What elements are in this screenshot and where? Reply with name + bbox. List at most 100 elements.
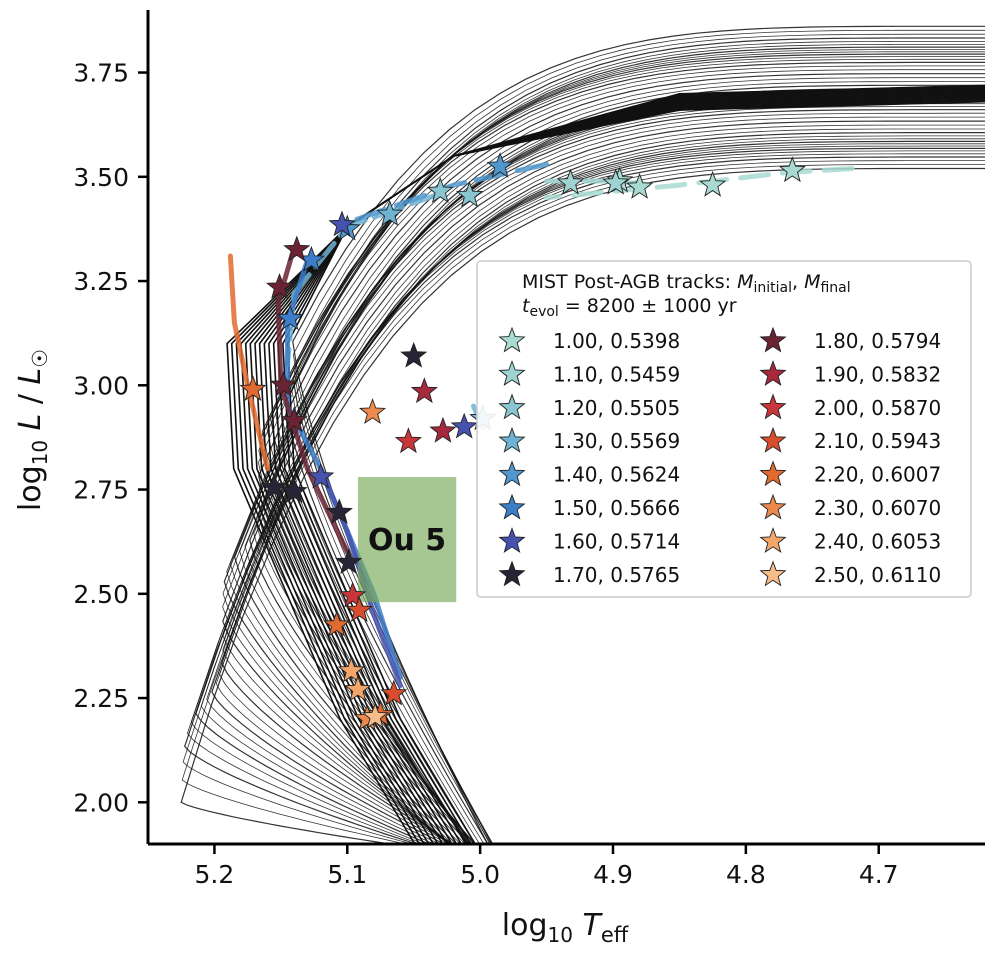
x-tick-label: 4.8 [726,860,766,889]
star-point-series-8 [280,477,308,504]
track-curve [222,128,985,844]
star-point-series-9 [269,371,298,397]
legend: MIST Post-AGB tracks: Minitial, Mfinal t… [476,260,972,598]
colored-track-segment [227,253,271,472]
star-point-series-7 [450,412,478,439]
track-bundle-curve [268,95,985,844]
legend-title-line1: MIST Post-AGB tracks: Minitial, Mfinal [522,271,851,296]
y-tick-label: 3.00 [73,371,129,400]
star-point-series-2 [556,168,585,195]
legend-label: 2.10, 0.5943 [814,429,941,453]
star-point-series-12 [345,596,373,623]
track-curve [195,147,985,844]
legend-entries: 1.00, 0.5398 1.10, 0.5459 1.20, 0.5505 1.30… [498,326,941,587]
x-axis-title: log10 Teff [502,908,629,947]
star-point-series-13 [239,375,267,402]
track-curve [293,33,985,844]
star-point-series-12 [380,679,408,706]
y-ticks: 2.00 2.25 2.50 2.75 3.00 3.25 3.50 3.75 [73,59,148,817]
track-curve [222,120,985,844]
legend-marker [759,360,787,386]
legend-marker [759,560,787,587]
x-ticks: 5.2 5.1 5.0 4.9 4.8 4.7 [195,844,899,889]
star-point-series-16 [361,702,389,729]
y-tick-label: 2.75 [73,476,129,505]
legend-title-line2: tevol = 8200 ± 1000 yr [522,295,737,320]
axes [146,10,985,846]
legend-label: 1.30, 0.5569 [553,429,680,453]
track-curve [219,135,985,844]
legend-marker [498,560,526,587]
ou5-region: Ou 5 [357,477,457,603]
legend-label: 2.40, 0.6053 [814,529,941,553]
star-point-series-8 [335,548,363,575]
legend-marker [498,360,526,386]
star-point-series-4 [376,200,404,226]
track-curve [211,140,985,844]
legend-marker [498,460,526,487]
track-curve [292,25,985,844]
legend-label: 1.70, 0.5765 [553,563,680,587]
x-tick-label: 4.9 [593,860,633,889]
legend-marker [759,426,787,453]
star-point-series-15 [337,656,365,683]
star-point-series-9 [265,273,294,299]
track-curve [223,109,985,844]
x-tick-label: 5.0 [460,860,500,889]
track-bundle-curve [226,84,985,844]
legend-label: 1.20, 0.5505 [553,396,680,420]
x-tick-label: 5.2 [195,860,235,889]
star-point-series-5 [486,152,514,178]
legend-marker [498,493,526,520]
legend-label: 1.00, 0.5398 [553,329,680,353]
star-point-series-3 [426,177,454,203]
legend-label: 1.60, 0.5714 [553,529,680,553]
legend-label: 2.20, 0.6007 [814,463,941,487]
y-tick-label: 3.25 [73,267,129,296]
legend-marker [498,393,526,420]
track-curve [221,132,985,844]
star-point-series-7 [328,210,356,237]
track-curve [190,150,985,844]
star-point-series-2 [602,168,630,195]
legend-label: 2.00, 0.5870 [814,396,941,420]
legend-label: 1.40, 0.5624 [553,463,680,487]
star-point-series-8 [260,473,288,500]
track-curve [200,145,985,844]
legend-label: 1.10, 0.5459 [553,362,680,386]
star-point-series-13 [323,610,351,637]
star-point-series-10 [410,377,438,404]
track-curve [257,69,985,844]
legend-marker [759,393,787,420]
y-tick-label: 3.50 [73,163,129,192]
star-point-series-11 [339,581,367,608]
legend-marker [759,326,787,353]
star-point-series-3 [455,181,484,208]
star-point-series-1 [778,156,806,183]
legend-label: 2.50, 0.6110 [814,563,941,587]
legend-label: 1.90, 0.5832 [814,362,941,386]
star-point-series-7 [307,462,335,489]
y-tick-label: 3.75 [73,59,129,88]
legend-marker [759,527,787,553]
star-point-series-6 [276,304,304,331]
star-point-series-9 [280,406,308,433]
star-point-series-9 [283,235,311,262]
y-axis-title: log10 L / L☉ [13,349,52,511]
track-curve [275,51,985,844]
legend-label: 1.50, 0.5666 [553,496,680,520]
star-point-series-8 [325,498,353,525]
y-tick-label: 2.50 [73,580,129,609]
x-tick-label: 4.7 [859,860,899,889]
track-curve [222,124,985,844]
legend-marker [498,426,526,453]
legend-marker [498,326,526,353]
x-tick-label: 5.1 [327,860,367,889]
legend-marker [759,493,787,520]
ou5-region-box [357,477,457,603]
track-curve [222,116,985,844]
y-tick-label: 2.00 [73,788,129,817]
star-point-series-14 [358,398,387,424]
legend-marker [759,460,787,487]
